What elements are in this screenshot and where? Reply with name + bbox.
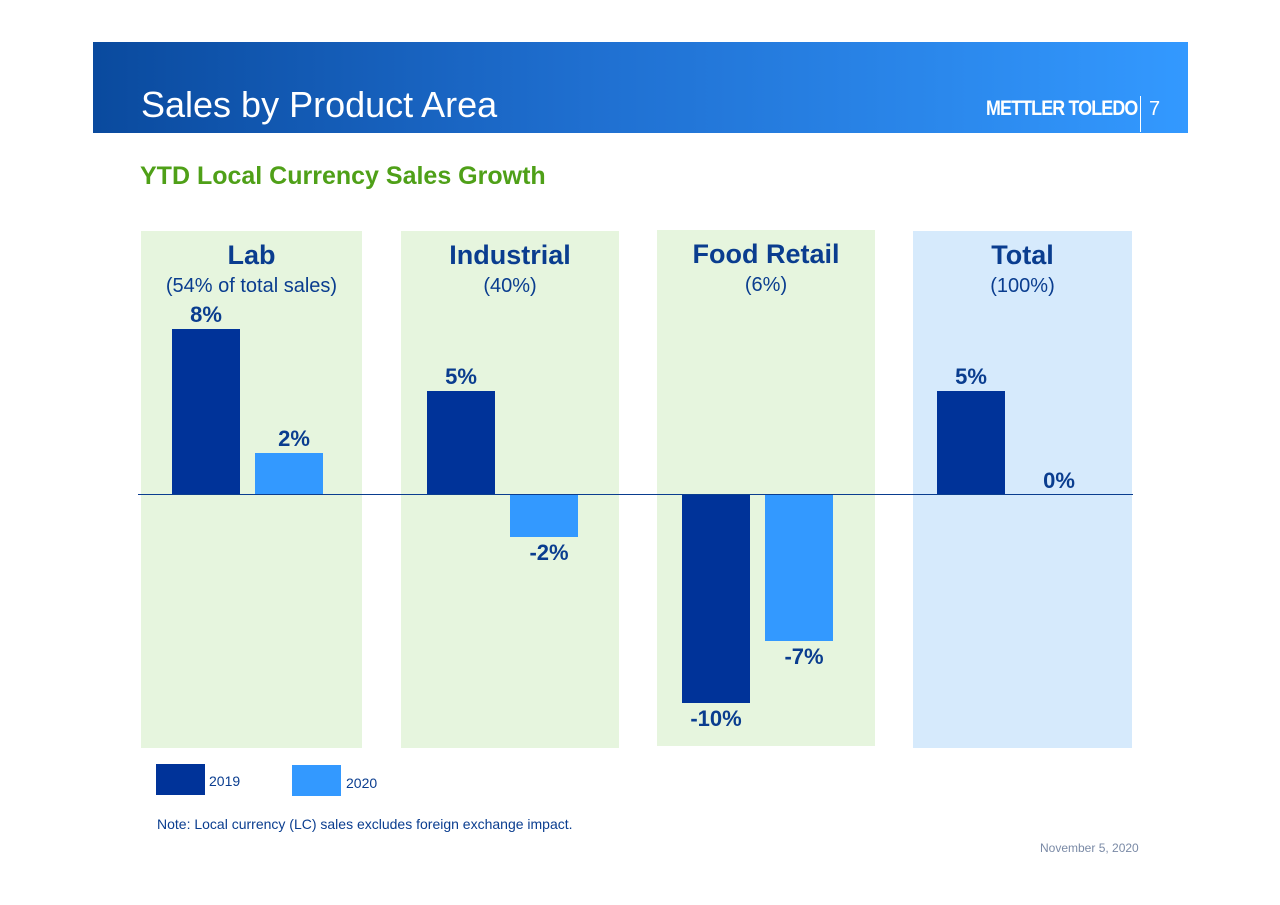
category-title: Total [991, 240, 1054, 270]
category-share: (54% of total sales) [165, 275, 338, 297]
header-banner: Sales by Product Area METTLER TOLEDO 7 [93, 42, 1188, 133]
bar-2019-2 [682, 495, 750, 703]
data-label: 5% [955, 364, 987, 389]
bar-2019-1 [427, 391, 495, 495]
category-title: Industrial [449, 240, 571, 270]
divider [1140, 96, 1141, 132]
footnote: Note: Local currency (LC) sales excludes… [157, 816, 573, 832]
page-title: Sales by Product Area [141, 84, 498, 125]
chart-title: YTD Local Currency Sales Growth [140, 162, 546, 190]
data-label: 8% [190, 301, 222, 327]
bar-2019-3 [937, 391, 1005, 495]
bar-2020-1 [510, 495, 578, 537]
bar-2019-0 [172, 328, 240, 495]
data-label: -10% [690, 706, 742, 731]
date: November 5, 2020 [1040, 841, 1139, 855]
company-logo: METTLER TOLEDO [986, 97, 1138, 120]
bar-2020-2 [765, 495, 833, 641]
category-title: Lab [227, 240, 276, 270]
legend-label-2019: 2019 [209, 773, 241, 789]
legend-swatch-2019 [156, 764, 205, 795]
category-share: (6%) [744, 274, 788, 296]
data-label: -7% [784, 643, 824, 669]
legend-swatch-2020 [292, 765, 341, 796]
category-share: (40%) [483, 275, 537, 297]
category-share: (100%) [990, 275, 1055, 297]
page-number: 7 [1149, 98, 1161, 120]
bar-2020-0 [255, 453, 323, 495]
data-label: 5% [445, 364, 477, 389]
zero-axis-line [138, 494, 1133, 495]
legend-label-2020: 2020 [346, 775, 378, 791]
panel-industrial: Industrial (40%) [401, 231, 619, 748]
data-label: 0% [1043, 468, 1075, 493]
category-title: Food Retail [692, 239, 840, 269]
data-label: -2% [529, 539, 569, 565]
data-label: 2% [278, 426, 310, 452]
